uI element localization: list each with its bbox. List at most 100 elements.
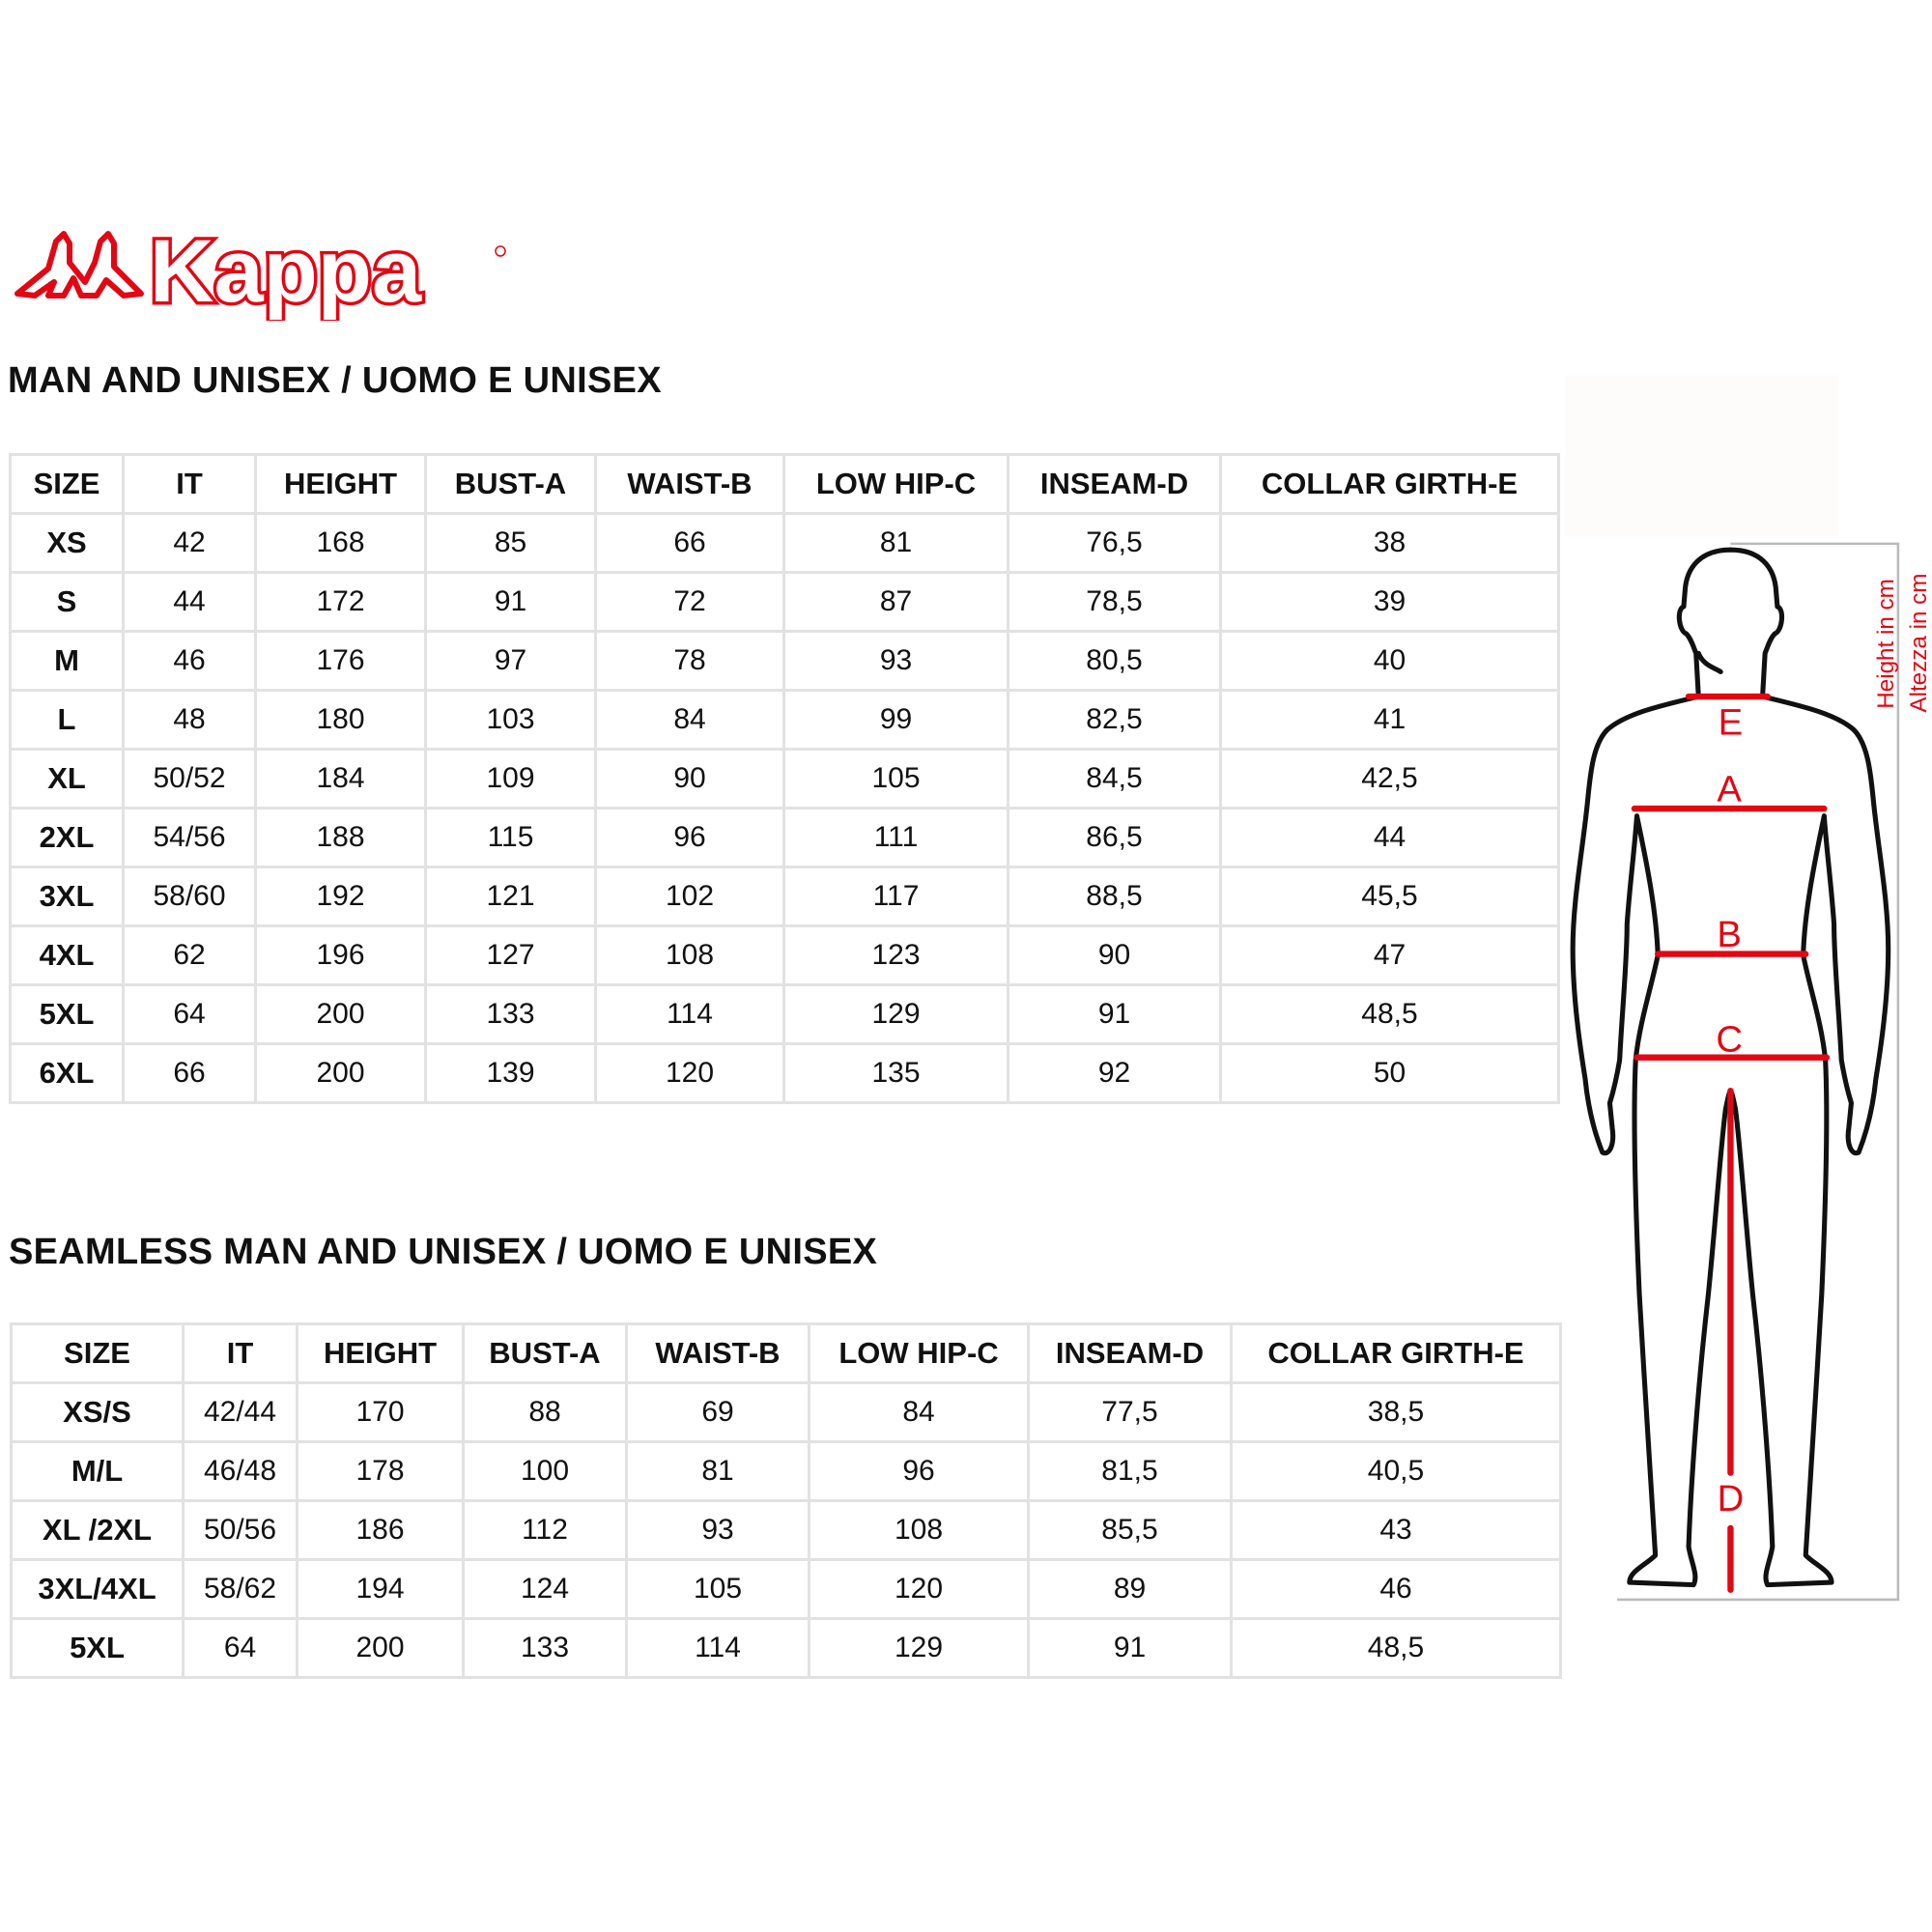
- table-cell: 48,5: [1230, 1617, 1562, 1679]
- table-cell: 111: [782, 807, 1009, 868]
- table-cell: 80,5: [1007, 630, 1222, 692]
- table-cell: 124: [462, 1558, 628, 1620]
- table-cell: 50: [1219, 1042, 1560, 1104]
- table-cell: 84,5: [1007, 748, 1222, 810]
- table-cell: 123: [782, 924, 1009, 986]
- label-e: E: [1719, 702, 1744, 744]
- seamless-size-table: SIZE IT HEIGHT BUST-A WAIST-B LOW HIP-C INSEAM…: [10, 1322, 1562, 1679]
- table-row: L 48 180 103 84 99 82,5 41: [9, 689, 1560, 751]
- table-cell: 47: [1219, 924, 1560, 986]
- table-cell: 38,5: [1230, 1381, 1562, 1443]
- size-cell: 3XL: [9, 866, 125, 927]
- size-cell: L: [9, 689, 125, 751]
- column-header: WAIST-B: [594, 453, 785, 515]
- table-cell: 178: [296, 1440, 465, 1502]
- table-cell: 85,5: [1027, 1499, 1233, 1561]
- table-cell: 40,5: [1230, 1440, 1562, 1502]
- table-cell: 96: [594, 807, 785, 868]
- table-row: 3XL 58/60 192 121 102 117 88,5 45,5: [9, 866, 1560, 927]
- table-cell: 176: [254, 630, 427, 692]
- table-cell: 96: [808, 1440, 1030, 1502]
- column-header: WAIST-B: [625, 1322, 810, 1384]
- label-c: C: [1716, 1018, 1743, 1060]
- table-cell: 91: [424, 571, 597, 633]
- table-cell: 84: [808, 1381, 1030, 1443]
- table-cell: 43: [1230, 1499, 1562, 1561]
- table-cell: 100: [462, 1440, 628, 1502]
- table-cell: 105: [782, 748, 1009, 810]
- table-cell: 58/60: [122, 866, 257, 927]
- table-cell: 139: [424, 1042, 597, 1104]
- table-cell: 41: [1219, 689, 1560, 751]
- table-row: XS 42 168 85 66 81 76,5 38: [9, 512, 1560, 574]
- table-row: S 44 172 91 72 87 78,5 39: [9, 571, 1560, 633]
- column-header: INSEAM-D: [1007, 453, 1222, 515]
- height-bracket: [1617, 542, 1900, 1602]
- table-cell: 54/56: [122, 807, 257, 868]
- table-cell: 81: [782, 512, 1009, 574]
- table-cell: 200: [254, 983, 427, 1045]
- size-cell: 6XL: [9, 1042, 125, 1104]
- kappa-omini-icon: [14, 231, 144, 298]
- column-header: HEIGHT: [296, 1322, 465, 1384]
- label-d: D: [1718, 1478, 1745, 1520]
- kappa-logo: Kappa: [14, 224, 506, 321]
- table-cell: 66: [594, 512, 785, 574]
- table-cell: 192: [254, 866, 427, 927]
- size-cell: 5XL: [10, 1617, 185, 1679]
- table-cell: 87: [782, 571, 1009, 633]
- table-cell: 66: [122, 1042, 257, 1104]
- size-cell: 2XL: [9, 807, 125, 868]
- table-cell: 129: [782, 983, 1009, 1045]
- column-header: COLLAR GIRTH-E: [1230, 1322, 1562, 1384]
- figure-background-panel: [1565, 376, 1838, 536]
- table-cell: 88: [462, 1381, 628, 1443]
- table-cell: 93: [782, 630, 1009, 692]
- table-cell: 127: [424, 924, 597, 986]
- table-cell: 76,5: [1007, 512, 1222, 574]
- kappa-wordmark: Kappa: [150, 224, 422, 321]
- body-outline: [1570, 550, 1889, 1588]
- table-row: M/L 46/48 178 100 81 96 81,5 40,5: [10, 1440, 1562, 1502]
- table-cell: 120: [594, 1042, 785, 1104]
- table-cell: 91: [1007, 983, 1222, 1045]
- size-cell: 4XL: [9, 924, 125, 986]
- table-cell: 90: [1007, 924, 1222, 986]
- table-cell: 44: [122, 571, 257, 633]
- measurement-lines: [1631, 693, 1831, 1593]
- table-cell: 172: [254, 571, 427, 633]
- table-cell: 92: [1007, 1042, 1222, 1104]
- table-cell: 97: [424, 630, 597, 692]
- table-cell: 58/62: [182, 1558, 298, 1620]
- table2-title: SEAMLESS MAN AND UNISEX / UOMO E UNISEX: [9, 1232, 878, 1272]
- table-cell: 82,5: [1007, 689, 1222, 751]
- table-cell: 85: [424, 512, 597, 574]
- table-cell: 105: [625, 1558, 810, 1620]
- table-cell: 62: [122, 924, 257, 986]
- table-cell: 64: [122, 983, 257, 1045]
- table-row: 6XL 66 200 139 120 135 92 50: [9, 1042, 1560, 1104]
- column-header: SIZE: [9, 453, 125, 515]
- size-cell: 3XL/4XL: [10, 1558, 185, 1620]
- table-cell: 69: [625, 1381, 810, 1443]
- size-cell: M: [9, 630, 125, 692]
- size-cell: M/L: [10, 1440, 185, 1502]
- table-cell: 84: [594, 689, 785, 751]
- size-cell: S: [9, 571, 125, 633]
- column-header: IT: [122, 453, 257, 515]
- table-cell: 77,5: [1027, 1381, 1233, 1443]
- column-header: HEIGHT: [254, 453, 427, 515]
- table-cell: 89: [1027, 1558, 1233, 1620]
- table-cell: 108: [808, 1499, 1030, 1561]
- table-cell: 135: [782, 1042, 1009, 1104]
- column-header: SIZE: [10, 1322, 185, 1384]
- body-measurement-figure: E A B C D Height in cm Altezza in cm: [1570, 542, 1932, 1602]
- table-cell: 114: [625, 1617, 810, 1679]
- table-cell: 42: [122, 512, 257, 574]
- table-row: M 46 176 97 78 93 80,5 40: [9, 630, 1560, 692]
- size-cell: XL /2XL: [10, 1499, 185, 1561]
- column-header: BUST-A: [462, 1322, 628, 1384]
- table-cell: 90: [594, 748, 785, 810]
- table-cell: 196: [254, 924, 427, 986]
- table1-title: MAN AND UNISEX / UOMO E UNISEX: [8, 360, 662, 401]
